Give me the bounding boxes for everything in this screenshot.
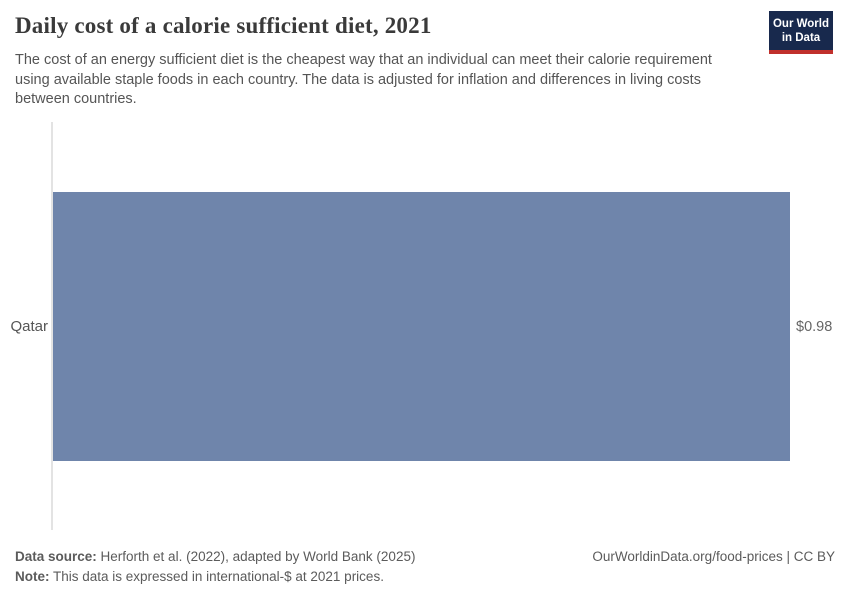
owid-logo-line1: Our World (772, 18, 829, 30)
plot-area (53, 192, 790, 461)
bar-chart: Qatar $0.98 (0, 122, 850, 530)
note-text: This data is expressed in international-… (49, 569, 384, 584)
owid-logo: Our World in Data (769, 11, 833, 54)
chart-subtitle: The cost of an energy sufficient diet is… (15, 52, 712, 107)
footer: Data source: Herforth et al. (2022), ada… (15, 547, 835, 587)
bar-qatar[interactable] (53, 192, 790, 461)
y-axis-line (51, 122, 53, 530)
data-source-text: Herforth et al. (2022), adapted by World… (96, 549, 416, 564)
note-line: Note: This data is expressed in internat… (15, 567, 835, 587)
owid-logo-line2: in Data (781, 31, 821, 44)
entity-label-qatar: Qatar (10, 318, 48, 335)
note-label: Note: (15, 569, 50, 584)
footer-link[interactable]: OurWorldinData.org/food-prices | CC BY (592, 549, 835, 564)
footer-source-note: Data source: Herforth et al. (2022), ada… (15, 547, 835, 587)
value-label-qatar: $0.98 (796, 319, 833, 335)
page-title: Daily cost of a calorie sufficient diet,… (15, 13, 432, 38)
data-source-label: Data source: (15, 549, 97, 564)
data-source-line: Data source: Herforth et al. (2022), ada… (15, 547, 835, 567)
